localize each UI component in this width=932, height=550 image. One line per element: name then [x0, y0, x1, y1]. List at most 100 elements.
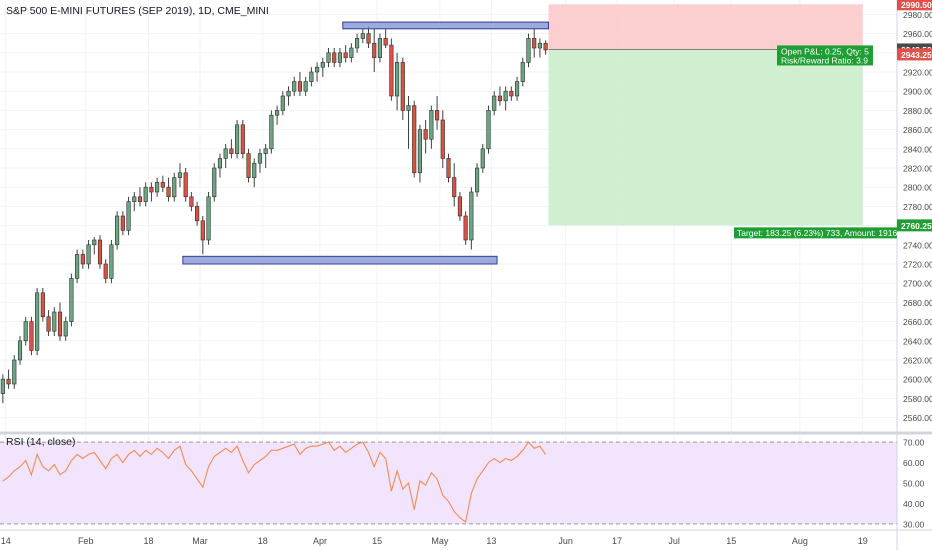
candle[interactable]	[520, 57, 525, 87]
candle[interactable]	[115, 211, 120, 250]
candle[interactable]	[514, 76, 520, 101]
candle[interactable]	[400, 57, 405, 120]
candle[interactable]	[0, 374, 5, 404]
candle[interactable]	[446, 153, 451, 183]
candle[interactable]	[29, 316, 34, 356]
candle[interactable]	[372, 28, 377, 72]
candle[interactable]	[17, 336, 23, 365]
candle[interactable]	[120, 211, 125, 236]
support-rectangle[interactable]	[182, 255, 498, 265]
candle[interactable]	[160, 175, 165, 192]
candle[interactable]	[103, 259, 108, 284]
candle[interactable]	[412, 100, 417, 178]
candle[interactable]	[183, 168, 188, 202]
candle[interactable]	[92, 237, 97, 255]
candle[interactable]	[6, 369, 11, 389]
candle[interactable]	[355, 33, 360, 53]
candle[interactable]	[440, 110, 445, 168]
candle[interactable]	[235, 120, 240, 159]
candle[interactable]	[497, 86, 502, 106]
candle[interactable]	[206, 192, 211, 245]
candle[interactable]	[332, 48, 337, 68]
candle[interactable]	[143, 182, 148, 207]
candle[interactable]	[126, 196, 131, 236]
candle[interactable]	[406, 96, 411, 149]
candle[interactable]	[486, 105, 491, 154]
rsi-line[interactable]	[2, 441, 547, 523]
candle[interactable]	[149, 182, 154, 202]
candle[interactable]	[80, 249, 85, 269]
candle[interactable]	[492, 91, 497, 116]
candle[interactable]	[86, 240, 91, 269]
candle[interactable]	[57, 302, 63, 341]
candle[interactable]	[155, 177, 160, 197]
candle[interactable]	[257, 148, 263, 173]
candle[interactable]	[280, 91, 285, 116]
candle[interactable]	[532, 28, 537, 58]
candle[interactable]	[12, 355, 17, 389]
candle[interactable]	[137, 187, 143, 207]
candle[interactable]	[543, 40, 548, 55]
candle[interactable]	[320, 57, 325, 77]
candle[interactable]	[537, 38, 542, 58]
candle[interactable]	[200, 216, 205, 255]
candle[interactable]	[286, 86, 291, 106]
candle[interactable]	[429, 105, 434, 149]
candle[interactable]	[423, 120, 428, 154]
candle[interactable]	[343, 45, 348, 63]
candle[interactable]	[40, 288, 45, 322]
candle[interactable]	[509, 86, 514, 101]
candle[interactable]	[229, 139, 234, 159]
candle[interactable]	[417, 124, 423, 183]
candle[interactable]	[303, 76, 308, 96]
candle[interactable]	[132, 192, 137, 212]
candle[interactable]	[457, 192, 462, 221]
candle[interactable]	[297, 72, 303, 96]
candle[interactable]	[195, 201, 200, 226]
candle[interactable]	[326, 48, 331, 68]
candle[interactable]	[166, 177, 171, 202]
candle[interactable]	[177, 163, 183, 188]
candle[interactable]	[263, 144, 268, 168]
candle[interactable]	[309, 67, 314, 87]
candle[interactable]	[46, 310, 51, 336]
candle[interactable]	[246, 148, 251, 183]
rsi-pane[interactable]	[0, 441, 897, 525]
candle[interactable]	[69, 273, 74, 327]
candle[interactable]	[360, 28, 365, 44]
candle[interactable]	[63, 316, 68, 341]
candle[interactable]	[366, 25, 371, 48]
candle[interactable]	[275, 105, 280, 125]
candle[interactable]	[23, 316, 28, 346]
candle[interactable]	[223, 144, 228, 168]
candle[interactable]	[452, 163, 457, 207]
candle[interactable]	[97, 235, 103, 269]
candle[interactable]	[292, 76, 297, 96]
candle-series[interactable]	[0, 25, 548, 404]
candle[interactable]	[189, 192, 194, 212]
candle[interactable]	[377, 33, 383, 63]
drawn-rectangles[interactable]	[182, 21, 549, 265]
candle[interactable]	[463, 211, 468, 245]
candle[interactable]	[172, 172, 177, 202]
candle[interactable]	[212, 163, 217, 202]
resistance-rectangle[interactable]	[342, 21, 549, 30]
candle[interactable]	[389, 38, 394, 101]
candle[interactable]	[395, 52, 400, 111]
candle[interactable]	[315, 62, 320, 82]
candle[interactable]	[217, 153, 223, 178]
candle[interactable]	[435, 96, 440, 130]
candle[interactable]	[337, 48, 343, 68]
candle[interactable]	[35, 288, 40, 356]
candle[interactable]	[469, 187, 474, 250]
candle[interactable]	[52, 307, 57, 336]
candle[interactable]	[240, 120, 245, 159]
candle[interactable]	[109, 240, 114, 284]
candle[interactable]	[474, 163, 480, 197]
candle[interactable]	[383, 28, 388, 48]
candle[interactable]	[503, 86, 508, 111]
candle[interactable]	[349, 43, 354, 63]
candle[interactable]	[480, 144, 485, 173]
candle[interactable]	[75, 249, 80, 284]
